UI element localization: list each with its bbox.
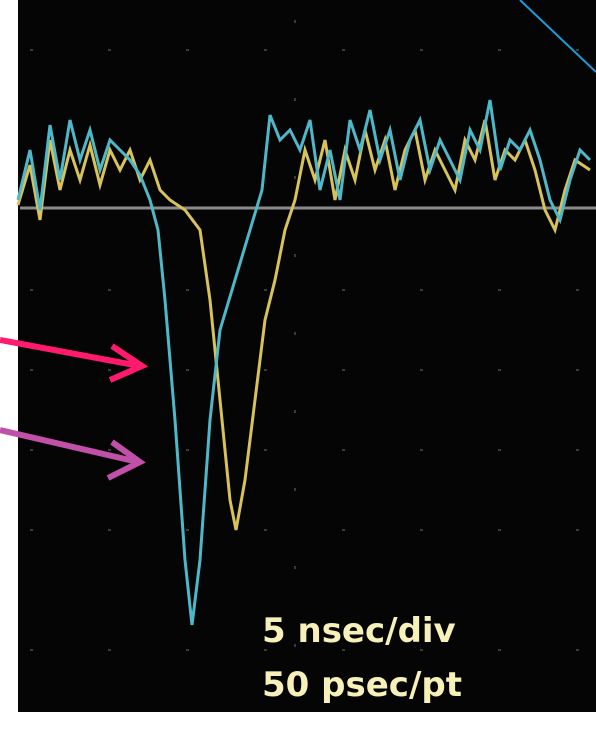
time-per-point: 50 psec/pt — [262, 665, 462, 705]
scope-screen — [18, 0, 596, 712]
oscilloscope-photo: 5 nsec/div 50 psec/pt — [0, 0, 596, 729]
time-per-div: 5 nsec/div — [262, 611, 456, 651]
